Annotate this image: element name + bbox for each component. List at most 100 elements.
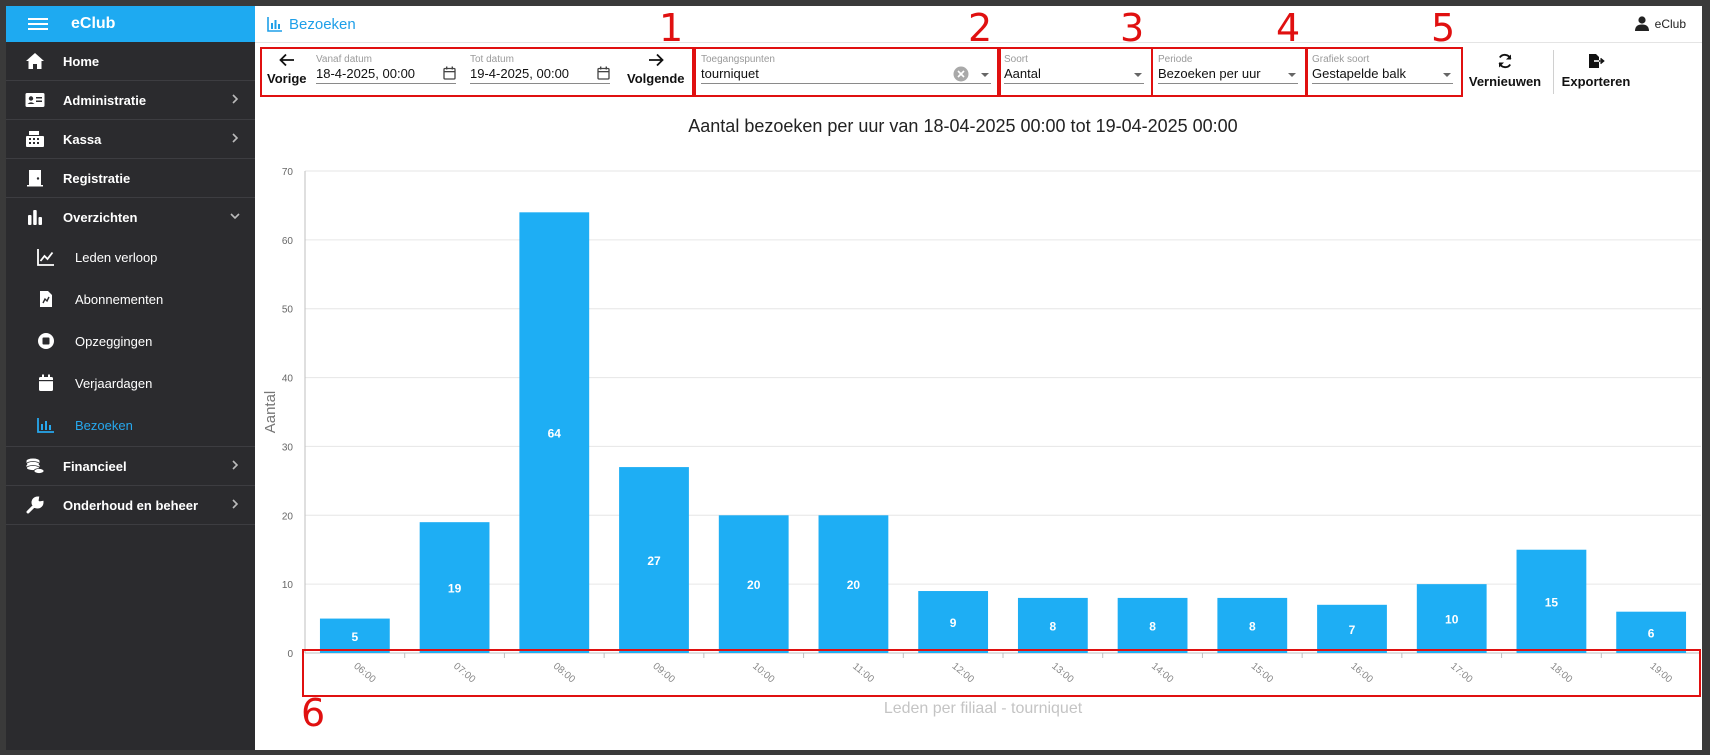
arrow-right-icon — [648, 53, 664, 67]
page-title: Bezoeken — [289, 15, 356, 33]
to-date-field[interactable]: Tot datum 19-4-2025, 00:00 — [470, 54, 610, 84]
bar — [918, 591, 989, 653]
sidebar-item-home[interactable]: Home — [6, 42, 255, 81]
chart-type-select[interactable]: Grafiek soort Gestapelde balk — [1312, 54, 1453, 84]
bar-data-label: 19 — [448, 582, 462, 596]
bar-data-label: 64 — [548, 427, 562, 441]
y-tick-label: 0 — [287, 649, 293, 660]
sidebar-subitem-label: Bezoeken — [75, 417, 133, 433]
bar — [1516, 549, 1587, 653]
cash-register-icon — [24, 130, 46, 148]
sidebar-subitem-label: Leden verloop — [75, 249, 158, 265]
sidebar-subitem-label: Abonnementen — [75, 291, 164, 307]
refresh-button[interactable]: Vernieuwen — [1465, 53, 1545, 89]
clear-icon[interactable] — [953, 66, 969, 82]
y-tick-label: 20 — [282, 511, 294, 522]
sidebar-item-label: Kassa — [63, 131, 102, 147]
bar — [1117, 597, 1188, 653]
sidebar-item-administratie[interactable]: Administratie — [6, 81, 255, 120]
chevron-down-icon — [1443, 73, 1451, 77]
user-menu[interactable]: eClub — [1634, 16, 1686, 31]
chart-type-value: Gestapelde balk — [1312, 66, 1406, 81]
bar-data-label: 7 — [1349, 623, 1356, 637]
from-date-field[interactable]: Vanaf datum 18-4-2025, 00:00 — [316, 54, 456, 84]
sidebar-subitem-leden-verloop[interactable]: Leden verloop — [6, 236, 255, 278]
app-window: eClub Home Administratie Kassa — [6, 6, 1702, 750]
annotation-number-2: 2 — [968, 6, 993, 50]
next-label: Volgende — [627, 71, 685, 86]
bar-data-label: 10 — [1445, 613, 1459, 627]
brand-name: eClub — [71, 15, 116, 32]
sidebar-subitem-label: Opzeggingen — [75, 333, 153, 349]
sidebar-subitem-opzeggingen[interactable]: Opzeggingen — [6, 320, 255, 362]
export-icon — [1588, 54, 1605, 68]
kind-underline — [1004, 83, 1144, 84]
bar — [519, 212, 590, 654]
sidebar-item-kassa[interactable]: Kassa — [6, 120, 255, 159]
access-points-select[interactable]: Toegangspunten tourniquet — [701, 54, 991, 84]
chart-type-underline — [1312, 83, 1453, 84]
sidebar-item-financieel[interactable]: Financieel — [6, 447, 255, 486]
sidebar-item-label: Overzichten — [63, 209, 138, 225]
bar-data-label: 8 — [1249, 619, 1256, 633]
previous-button[interactable]: Vorige — [267, 53, 307, 86]
chevron-down-icon — [230, 213, 240, 220]
kind-select[interactable]: Soort Aantal — [1004, 54, 1144, 84]
y-tick-label: 50 — [282, 305, 294, 316]
bar-data-label: 8 — [1149, 619, 1156, 633]
period-value: Bezoeken per uur — [1158, 66, 1261, 81]
user-name: eClub — [1654, 16, 1686, 31]
submenu-overzichten: Leden verloop Abonnementen Opzeggingen — [6, 236, 255, 447]
bar — [1317, 604, 1387, 653]
calendar-icon[interactable] — [597, 66, 610, 80]
y-tick-label: 30 — [282, 442, 294, 453]
bar-data-label: 5 — [352, 630, 359, 644]
bar-data-label: 6 — [1648, 626, 1655, 640]
sidebar-item-overzichten[interactable]: Overzichten — [6, 198, 255, 236]
annotation-box-4 — [1151, 47, 1308, 97]
annotation-number-3: 3 — [1120, 6, 1145, 50]
bar — [1416, 584, 1487, 653]
bar — [1616, 611, 1687, 653]
bar — [419, 522, 490, 653]
sidebar-item-label: Onderhoud en beheer — [63, 497, 199, 513]
period-select[interactable]: Periode Bezoeken per uur — [1158, 54, 1298, 84]
access-points-underline — [701, 83, 991, 84]
sidebar-brand: eClub — [6, 6, 255, 42]
annotation-number-6: 6 — [301, 691, 326, 735]
bar — [1017, 597, 1088, 653]
bar-data-label: 20 — [747, 578, 761, 592]
sidebar-subitem-verjaardagen[interactable]: Verjaardagen — [6, 362, 255, 404]
chevron-right-icon — [232, 94, 239, 104]
y-tick-label: 40 — [282, 374, 294, 385]
kind-value: Aantal — [1004, 66, 1041, 81]
from-date-value: 18-4-2025, 00:00 — [316, 66, 416, 81]
annotation-number-1: 1 — [659, 6, 684, 50]
visits-chart: Aantal bezoeken per uur van 18-04-2025 0… — [262, 116, 1701, 717]
bar-data-label: 20 — [847, 578, 861, 592]
bar-data-label: 15 — [1545, 595, 1559, 609]
bar-data-label: 27 — [647, 554, 661, 568]
bar-chart-icon — [24, 208, 46, 226]
bar — [1217, 597, 1288, 653]
sidebar-item-registratie[interactable]: Registratie — [6, 159, 255, 198]
sidebar-subitem-bezoeken[interactable]: Bezoeken — [6, 404, 255, 446]
bar-data-label: 8 — [1050, 619, 1057, 633]
sidebar-subitem-label: Verjaardagen — [75, 375, 153, 391]
sidebar-subitem-abonnementen[interactable]: Abonnementen — [6, 278, 255, 320]
annotation-box-2 — [692, 47, 1001, 97]
y-axis-label: Aantal — [262, 391, 279, 434]
sidebar-item-onderhoud[interactable]: Onderhoud en beheer — [6, 486, 255, 525]
chevron-right-icon — [232, 133, 239, 143]
y-tick-label: 70 — [282, 167, 294, 178]
stop-icon — [36, 331, 56, 351]
to-date-label: Tot datum — [470, 54, 514, 65]
access-points-label: Toegangspunten — [701, 54, 775, 65]
chevron-down-icon — [1288, 73, 1296, 77]
calendar-icon[interactable] — [443, 66, 456, 80]
export-button[interactable]: Exporteren — [1558, 53, 1634, 89]
hamburger-menu-icon[interactable] — [28, 18, 48, 30]
to-date-value: 19-4-2025, 00:00 — [470, 66, 570, 81]
next-button[interactable]: Volgende — [627, 53, 685, 86]
bar — [818, 515, 889, 653]
